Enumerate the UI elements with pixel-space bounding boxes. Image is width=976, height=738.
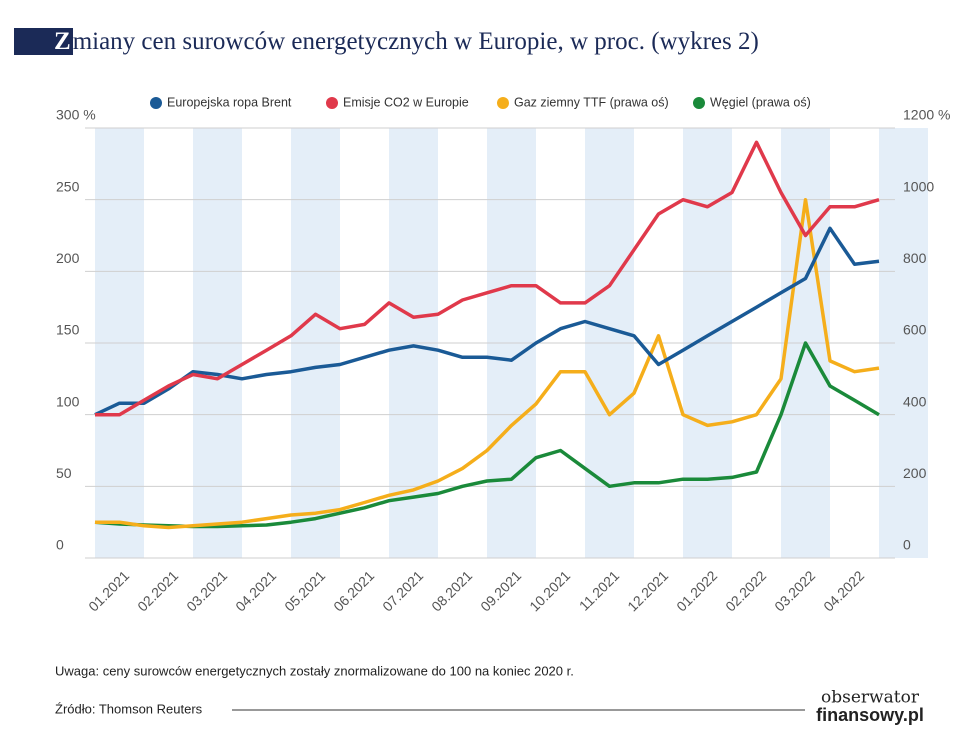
y2-tick-label: 1200 %: [903, 107, 950, 123]
legend-marker: [326, 97, 338, 109]
legend-marker: [497, 97, 509, 109]
legend-marker: [693, 97, 705, 109]
x-tick-label: 12.2021: [624, 567, 671, 614]
y2-tick-label: 800: [903, 250, 927, 266]
y-tick-label: 300 %: [56, 107, 96, 123]
x-tick-label: 08.2021: [428, 567, 475, 614]
x-tick-label: 10.2021: [526, 567, 573, 614]
series-line: [94, 341, 880, 529]
x-tick-label: 02.2022: [722, 567, 769, 614]
y2-tick-label: 400: [903, 393, 927, 409]
x-tick-label: 02.2021: [134, 567, 181, 614]
x-tick-label: 09.2021: [477, 567, 524, 614]
y2-tick-label: 600: [903, 322, 927, 338]
legend-label: Węgiel (prawa oś): [710, 95, 811, 109]
y-tick-label: 150: [56, 322, 80, 338]
y2-tick-label: 0: [903, 537, 911, 553]
x-tick-label: 07.2021: [379, 567, 426, 614]
y-tick-label: 200: [56, 250, 80, 266]
x-tick-label: 01.2021: [85, 567, 132, 614]
source: Źródło: Thomson Reuters: [55, 701, 203, 716]
x-tick-label: 11.2021: [576, 567, 623, 614]
legend-marker: [150, 97, 162, 109]
logo-line-1: obserwator: [821, 688, 920, 708]
series-line: [95, 197, 880, 530]
x-tick-label: 04.2021: [232, 567, 279, 614]
y2-tick-label: 200: [903, 465, 927, 481]
legend-label: Gaz ziemny TTF (prawa oś): [514, 95, 669, 109]
y-tick-label: 100: [56, 393, 80, 409]
x-tick-label: 03.2021: [183, 567, 230, 614]
y2-tick-label: 1000: [903, 178, 934, 194]
logo-line-2: finansowy.pl: [816, 705, 924, 725]
legend-label: Emisje CO2 w Europie: [343, 95, 469, 109]
note: Uwaga: ceny surowców energetycznych zost…: [55, 663, 574, 678]
y-tick-label: 0: [56, 537, 64, 553]
x-tick-label: 01.2022: [673, 567, 720, 614]
legend-label: Europejska ropa Brent: [167, 95, 292, 109]
x-tick-label: 03.2022: [771, 567, 818, 614]
y-tick-label: 50: [56, 465, 72, 481]
chart-title: Zmiany cen surowców energetycznych w Eur…: [54, 28, 759, 55]
x-tick-label: 05.2021: [281, 567, 328, 614]
x-tick-label: 04.2022: [820, 567, 867, 614]
series-line: [95, 140, 880, 417]
x-tick-label: 06.2021: [330, 567, 377, 614]
y-tick-label: 250: [56, 178, 80, 194]
